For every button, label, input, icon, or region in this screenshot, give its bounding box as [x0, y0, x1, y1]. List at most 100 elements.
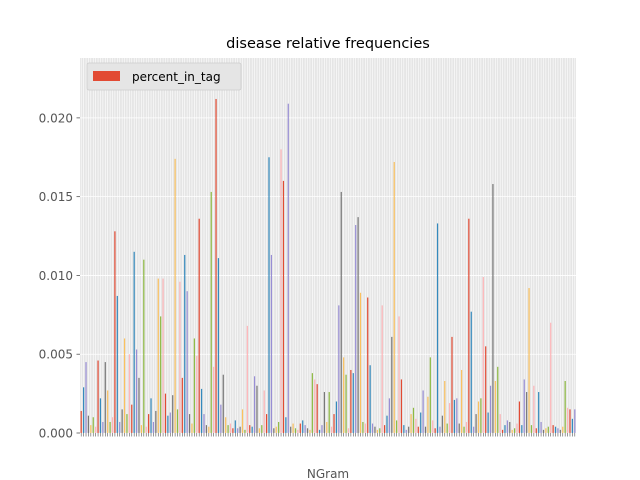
bar: [241, 409, 244, 433]
bar: [150, 398, 152, 433]
bar: [196, 355, 198, 433]
bar: [143, 259, 145, 433]
bar: [169, 412, 171, 433]
bar: [99, 398, 102, 433]
bar: [270, 254, 273, 433]
bar: [465, 421, 468, 433]
bar: [494, 381, 496, 433]
bar: [193, 338, 195, 433]
bar: [222, 374, 224, 433]
bar: [225, 417, 227, 433]
bar: [157, 278, 159, 433]
bar: [569, 409, 571, 433]
bar: [318, 429, 321, 433]
bar: [574, 409, 576, 433]
bar: [386, 415, 388, 433]
bar: [90, 425, 92, 433]
bar: [123, 338, 126, 433]
bar: [172, 395, 174, 433]
bar: [311, 373, 313, 433]
bar: [244, 429, 246, 433]
bar: [152, 421, 155, 433]
bar: [251, 426, 253, 433]
bar: [497, 366, 499, 433]
y-axis-ticks: 0.000 0.005 0.010 0.015 0.020: [39, 111, 80, 441]
bar: [501, 429, 504, 433]
bar: [405, 429, 407, 433]
legend-swatch: [93, 71, 120, 81]
bar: [396, 420, 398, 433]
bar: [359, 292, 362, 433]
bar: [554, 426, 557, 433]
bar: [364, 423, 366, 433]
bar: [559, 429, 561, 433]
bar: [162, 278, 164, 433]
bar: [475, 414, 477, 433]
bar: [126, 414, 128, 433]
bar: [179, 281, 181, 433]
bar: [186, 291, 188, 433]
bar: [114, 231, 116, 433]
bar: [302, 420, 304, 433]
bar: [249, 425, 251, 433]
bar: [528, 288, 530, 433]
bar: [297, 429, 299, 433]
bar: [347, 428, 350, 433]
bar: [506, 420, 508, 433]
bar: [420, 412, 422, 433]
bar: [338, 305, 340, 433]
bar: [391, 336, 393, 433]
bar: [263, 390, 265, 433]
bar: [434, 428, 436, 433]
bar: [509, 421, 511, 433]
bar: [340, 191, 342, 433]
bar: [261, 425, 263, 433]
bar: [217, 258, 220, 433]
bar: [355, 225, 357, 433]
bar: [458, 423, 460, 433]
bar: [109, 421, 111, 433]
bar: [376, 429, 378, 433]
bar: [174, 158, 176, 433]
bar: [234, 420, 236, 433]
bar: [357, 217, 359, 433]
bar: [304, 425, 306, 433]
bar: [191, 423, 193, 433]
bar: [557, 428, 559, 433]
bar: [111, 417, 114, 433]
bar: [326, 421, 328, 433]
bar: [102, 421, 104, 433]
bar: [200, 388, 203, 433]
bar: [538, 392, 540, 433]
y-tick-label: 0.010: [39, 269, 73, 283]
bar: [436, 223, 439, 433]
bar: [352, 373, 354, 433]
bar: [309, 429, 311, 433]
bar: [369, 365, 371, 433]
bar: [227, 425, 229, 433]
bar: [155, 410, 157, 433]
bar: [229, 423, 232, 433]
bar: [477, 401, 480, 433]
chart-title: disease relative frequencies: [226, 36, 430, 52]
bar: [294, 428, 297, 433]
bar: [381, 305, 383, 433]
legend-label: percent_in_tag: [132, 70, 221, 84]
bar: [446, 423, 448, 433]
bar: [97, 360, 99, 433]
bar: [333, 414, 335, 433]
bar: [167, 415, 169, 433]
bar: [388, 398, 390, 433]
bar: [176, 409, 179, 433]
bar: [292, 423, 294, 433]
bar: [564, 381, 566, 433]
bar: [121, 409, 123, 433]
bar: [107, 390, 109, 433]
bar: [87, 415, 90, 433]
bar: [417, 426, 419, 433]
bar: [220, 404, 222, 433]
y-tick-label: 0.015: [39, 190, 73, 204]
bar: [439, 426, 441, 433]
bar: [485, 346, 487, 433]
bar: [314, 379, 316, 433]
